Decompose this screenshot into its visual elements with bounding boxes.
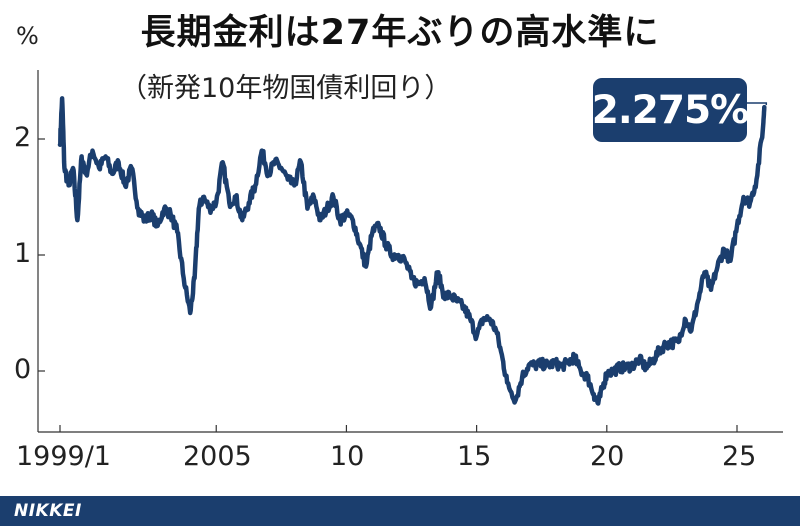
callout-connector [747, 102, 768, 106]
yield-series-line [57, 96, 767, 406]
y-tick-label: 0 [14, 354, 32, 385]
nikkei-logo: NIKKEI [14, 501, 82, 521]
chart-subtitle: （新発10年物国債利回り） [120, 73, 452, 104]
x-tick-label: 15 [457, 441, 492, 472]
y-axis-unit: % [16, 22, 39, 50]
x-tick-label: 20 [590, 441, 625, 472]
x-tick-label: 10 [330, 441, 365, 472]
y-tick-label: 1 [14, 238, 32, 269]
x-tick-label: 1999/1 [16, 441, 111, 472]
x-tick-label: 2005 [183, 441, 252, 472]
chart-title: 長期金利は27年ぶりの高水準に [140, 13, 660, 53]
latest-value-callout: 2.275% [592, 78, 749, 142]
y-tick-label: 2 [14, 122, 32, 153]
footer-bar: NIKKEI [0, 496, 800, 526]
x-tick-label: 25 [722, 441, 757, 472]
